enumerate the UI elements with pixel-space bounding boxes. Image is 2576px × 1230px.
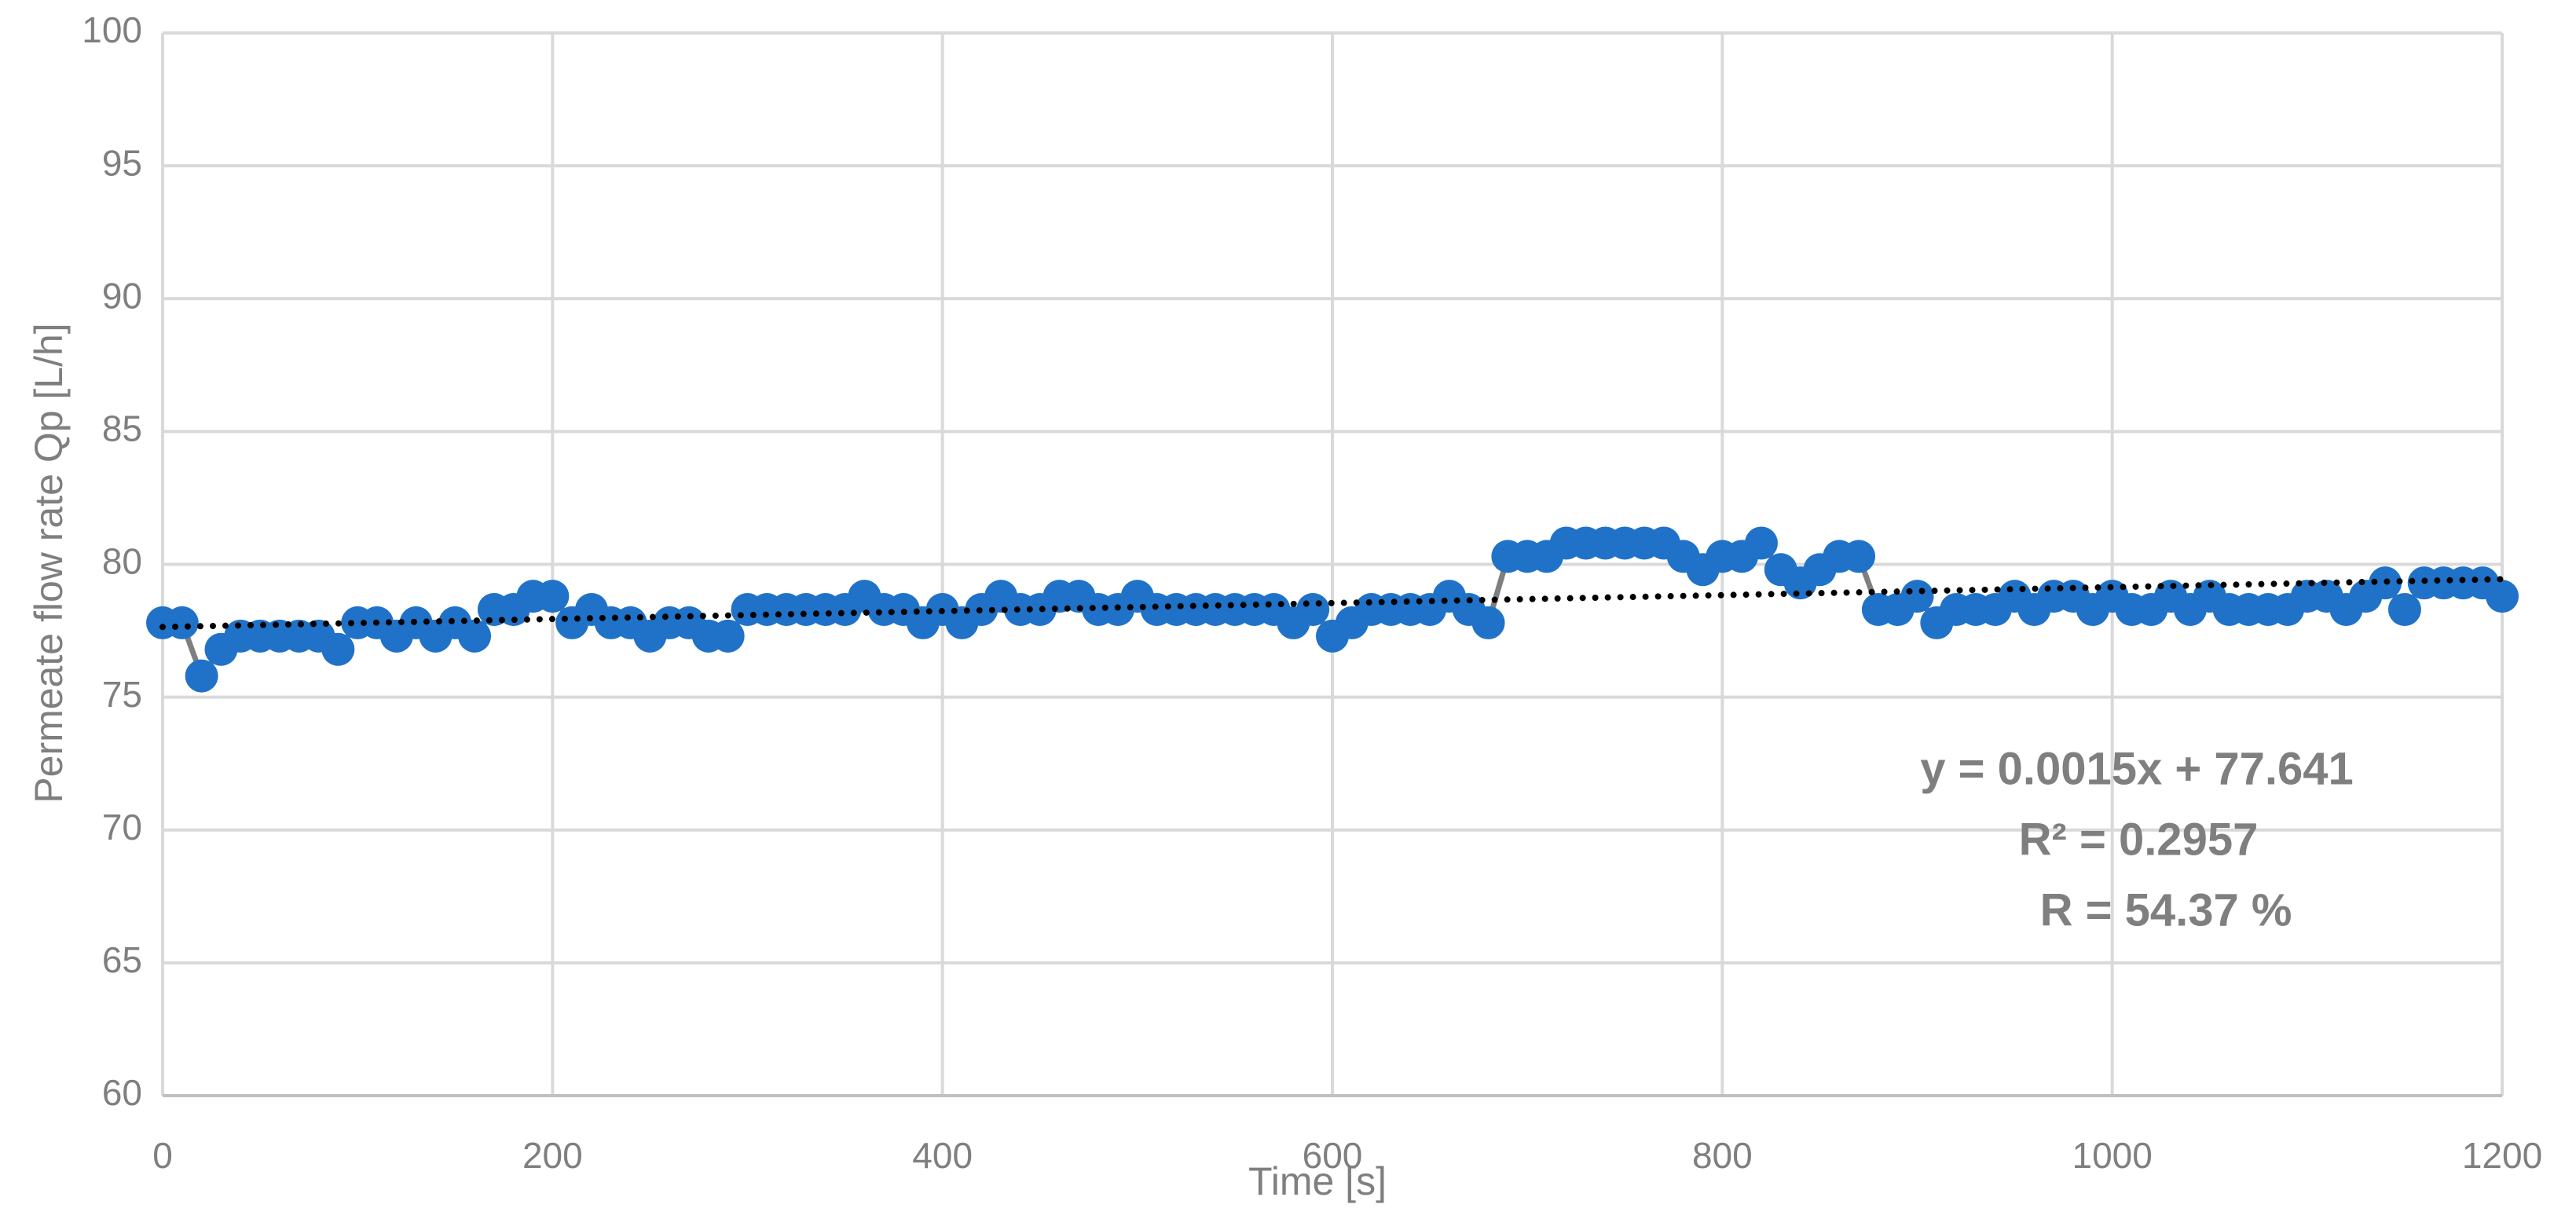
annotation: R² = 0.2957	[2019, 814, 2259, 865]
y-tick-label: 90	[102, 275, 142, 316]
x-tick-label: 600	[1303, 1135, 1363, 1176]
data-point	[321, 632, 355, 666]
data-point	[711, 619, 745, 653]
y-tick-label: 95	[102, 142, 142, 183]
data-point	[458, 619, 492, 653]
data-point	[2387, 593, 2421, 627]
x-tick-label: 1000	[2072, 1135, 2152, 1176]
data-point	[1842, 540, 1876, 573]
x-tick-label: 800	[1692, 1135, 1753, 1176]
y-tick-label: 60	[102, 1072, 142, 1113]
x-tick-label: 1200	[2462, 1135, 2542, 1176]
x-tick-label: 400	[912, 1135, 973, 1176]
annotation: R = 54.37 %	[2040, 884, 2292, 935]
y-tick-label: 75	[102, 674, 142, 715]
data-point	[536, 580, 570, 613]
y-tick-label: 100	[82, 9, 142, 50]
annotation: y = 0.0015x + 77.641	[1920, 743, 2354, 794]
data-point	[1744, 526, 1778, 560]
x-tick-label: 200	[522, 1135, 583, 1176]
y-tick-label: 85	[102, 408, 142, 449]
y-tick-label: 65	[102, 939, 142, 980]
trendline	[159, 576, 2505, 631]
data-point	[1900, 580, 1934, 613]
data-point	[1296, 593, 1330, 627]
x-axis-title: Time [s]	[1248, 1159, 1387, 1203]
y-tick-label: 80	[102, 541, 142, 582]
x-tick-label: 0	[152, 1135, 173, 1176]
y-axis-title: Permeate flow rate Qp [L/h]	[27, 323, 71, 803]
y-tick-label: 70	[102, 807, 142, 847]
data-point	[1471, 606, 1505, 639]
data-point	[2486, 580, 2519, 613]
data-point	[185, 659, 218, 693]
data-point	[165, 606, 199, 639]
